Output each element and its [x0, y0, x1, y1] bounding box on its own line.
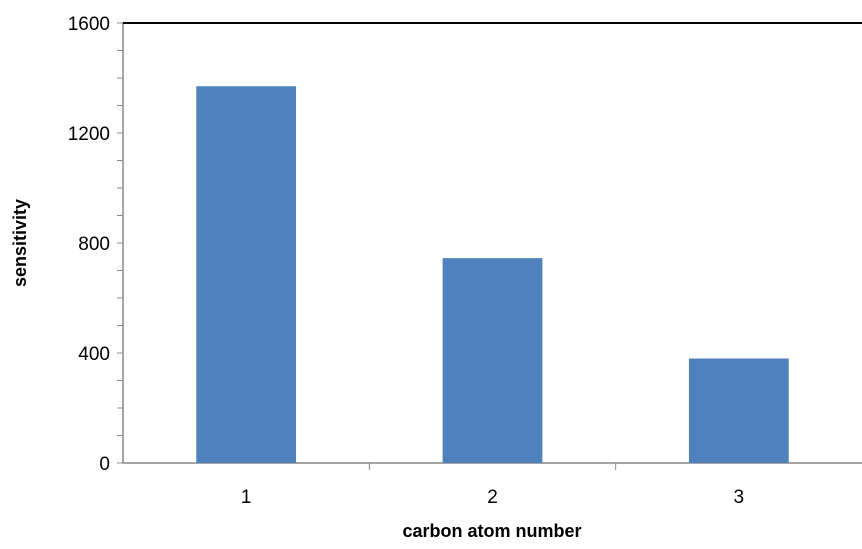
x-axis-title: carbon atom number: [402, 521, 581, 541]
y-axis-tick-labels: 0 400 800 1200 1600: [68, 14, 110, 475]
x-tick-label: 2: [487, 487, 498, 508]
bars: [196, 86, 789, 463]
y-axis-title: sensitivity: [10, 199, 30, 287]
bar-2: [442, 258, 543, 463]
x-axis-ticks: [368, 463, 617, 470]
y-tick-label: 1200: [68, 124, 110, 145]
x-axis-tick-labels: 1 2 3: [241, 487, 744, 508]
y-tick-label: 1600: [68, 14, 110, 35]
y-axis-ticks: [117, 22, 123, 464]
bar-3: [688, 358, 789, 463]
y-tick-label: 800: [78, 234, 110, 255]
y-tick-label: 0: [99, 454, 110, 475]
x-tick-label: 3: [734, 487, 745, 508]
x-tick-label: 1: [241, 487, 252, 508]
y-tick-label: 400: [78, 344, 110, 365]
bar-1: [196, 86, 297, 463]
